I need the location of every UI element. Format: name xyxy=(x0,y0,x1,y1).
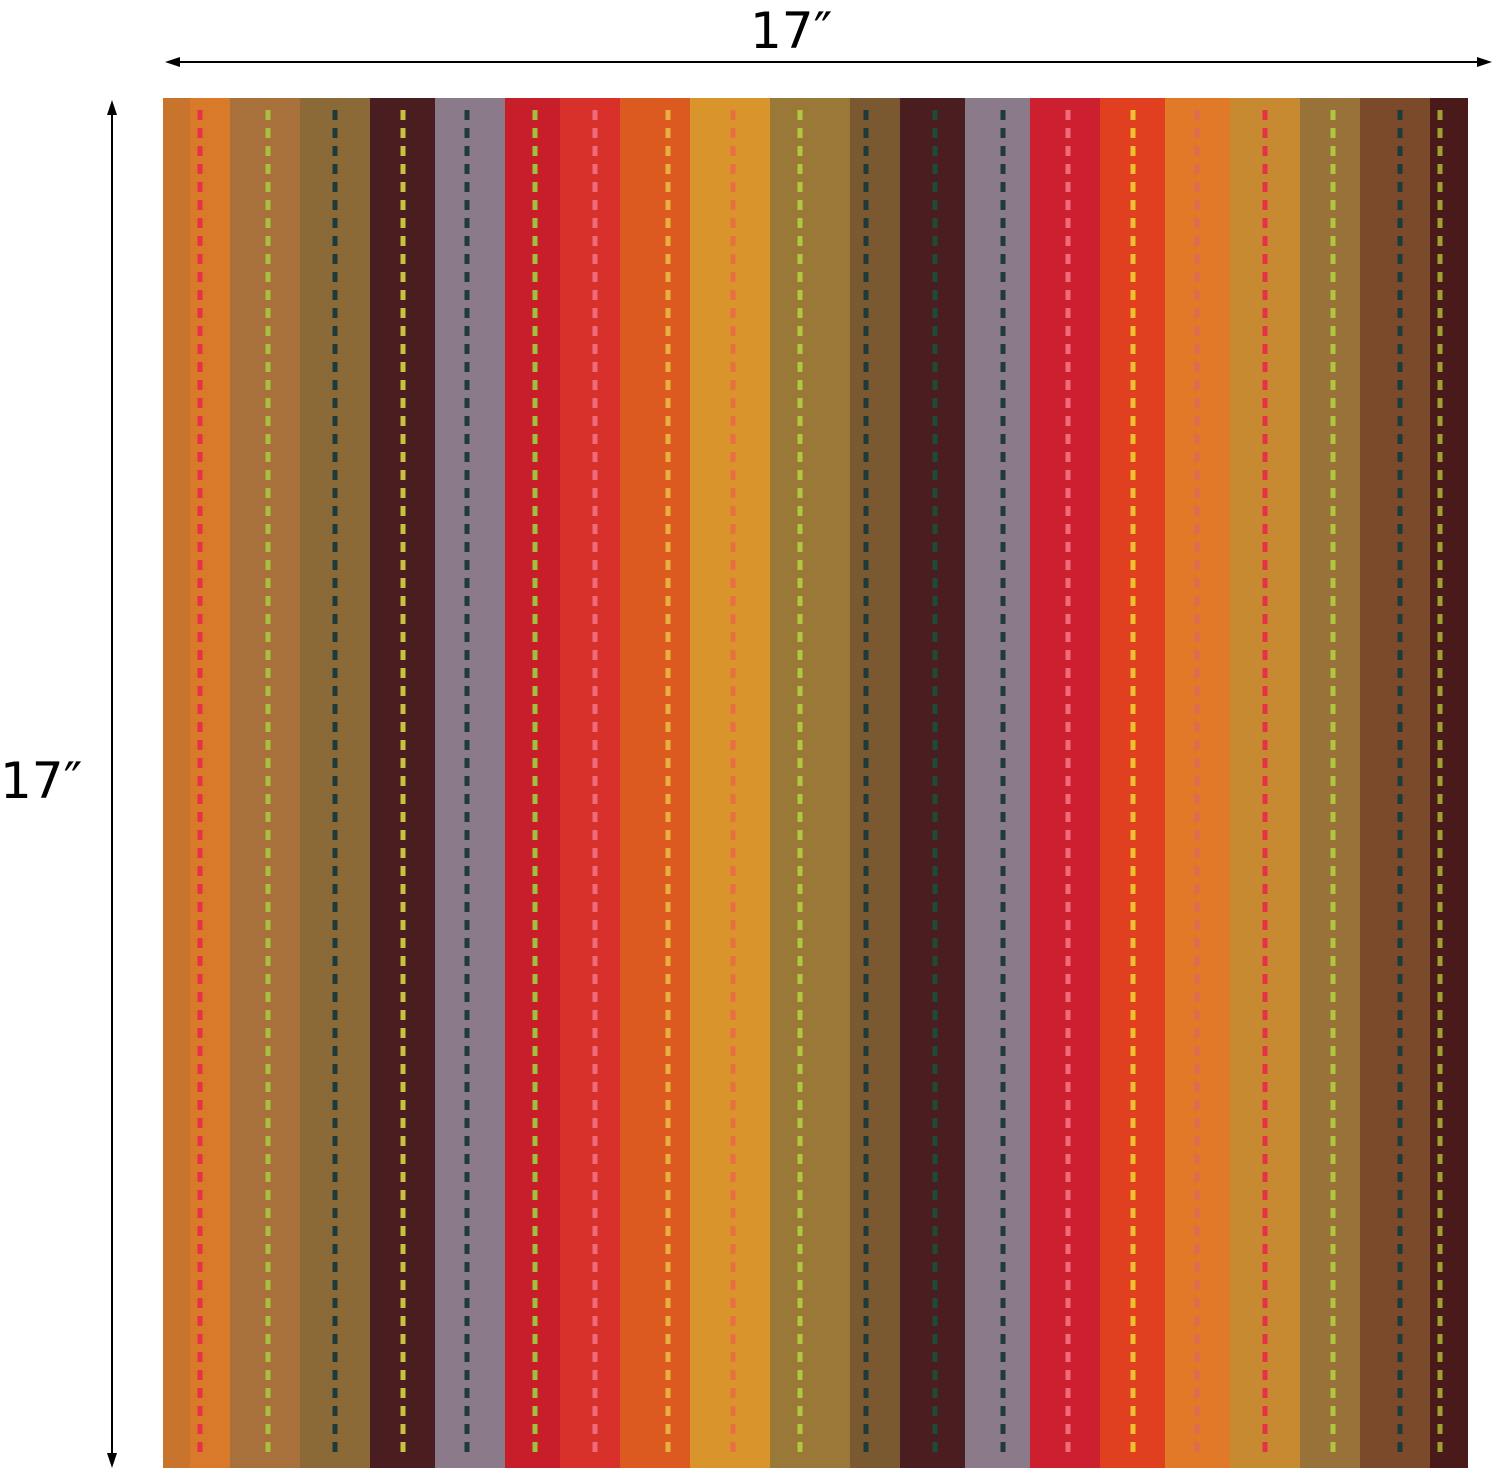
napkin xyxy=(163,98,1468,1468)
height-arrow xyxy=(107,100,117,1468)
height-label: 17″ xyxy=(0,752,83,810)
width-arrow xyxy=(165,57,1492,67)
stitches xyxy=(197,110,1443,1460)
width-label: 17″ xyxy=(750,2,833,60)
